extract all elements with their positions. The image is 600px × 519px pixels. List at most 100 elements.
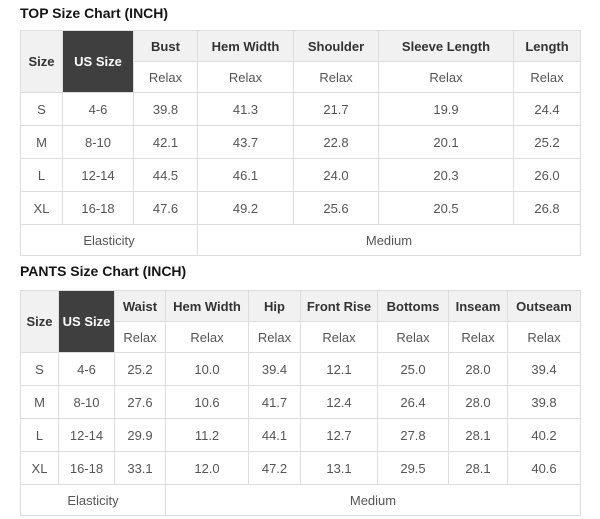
value-cell: 28.1 (448, 418, 508, 452)
fit-cell: Relax (133, 61, 198, 93)
us-size-cell: 12-14 (62, 158, 134, 192)
value-cell: 20.1 (378, 125, 514, 159)
top-chart-title: TOP Size Chart (INCH) (20, 5, 169, 21)
value-cell: 11.2 (165, 418, 249, 452)
fit-cell: Relax (377, 321, 449, 353)
value-cell: 43.7 (197, 125, 294, 159)
elasticity-row: Elasticity Medium (20, 484, 581, 516)
value-cell: 12.1 (300, 352, 378, 386)
value-cell: 47.6 (133, 191, 198, 225)
pants-size-table: Size US Size Waist Hem Width Hip Front R… (20, 290, 581, 516)
table-row: S 4-6 39.8 41.3 21.7 19.9 24.4 (20, 92, 581, 126)
value-cell: 29.9 (114, 418, 166, 452)
table-row: L 12-14 44.5 46.1 24.0 20.3 26.0 (20, 158, 581, 192)
value-cell: 25.0 (377, 352, 449, 386)
size-cell: S (20, 92, 63, 126)
value-cell: 24.0 (293, 158, 379, 192)
value-cell: 19.9 (378, 92, 514, 126)
value-cell: 12.4 (300, 385, 378, 419)
value-cell: 39.4 (507, 352, 581, 386)
us-size-cell: 4-6 (58, 352, 115, 386)
value-cell: 20.3 (378, 158, 514, 192)
size-cell: S (20, 352, 59, 386)
us-size-cell: 8-10 (58, 385, 115, 419)
us-size-cell: 4-6 (62, 92, 134, 126)
value-cell: 27.6 (114, 385, 166, 419)
value-cell: 28.1 (448, 451, 508, 485)
top-size-table: Size US Size Bust Hem Width Shoulder Sle… (20, 30, 581, 256)
column-header-front-rise: Front Rise (300, 290, 378, 322)
header-cell-size: Size (20, 30, 63, 93)
fit-cell: Relax (114, 321, 166, 353)
value-cell: 44.1 (248, 418, 301, 452)
value-cell: 10.6 (165, 385, 249, 419)
value-cell: 47.2 (248, 451, 301, 485)
column-header-length: Length (513, 30, 581, 62)
value-cell: 22.8 (293, 125, 379, 159)
value-cell: 27.8 (377, 418, 449, 452)
value-cell: 13.1 (300, 451, 378, 485)
column-header-hip: Hip (248, 290, 301, 322)
column-header-sleeve-length: Sleeve Length (378, 30, 514, 62)
column-header-shoulder: Shoulder (293, 30, 379, 62)
value-cell: 12.7 (300, 418, 378, 452)
column-header-outseam: Outseam (507, 290, 581, 322)
size-cell: M (20, 385, 59, 419)
value-cell: 39.8 (133, 92, 198, 126)
us-size-cell: 12-14 (58, 418, 115, 452)
value-cell: 39.4 (248, 352, 301, 386)
fit-cell: Relax (248, 321, 301, 353)
value-cell: 25.2 (513, 125, 581, 159)
elasticity-value: Medium (197, 224, 581, 256)
value-cell: 40.6 (507, 451, 581, 485)
value-cell: 25.6 (293, 191, 379, 225)
value-cell: 28.0 (448, 352, 508, 386)
value-cell: 12.0 (165, 451, 249, 485)
size-cell: L (20, 418, 59, 452)
value-cell: 44.5 (133, 158, 198, 192)
value-cell: 39.8 (507, 385, 581, 419)
header-cell-size: Size (20, 290, 59, 353)
value-cell: 26.8 (513, 191, 581, 225)
size-cell: XL (20, 191, 63, 225)
table-row: XL 16-18 47.6 49.2 25.6 20.5 26.8 (20, 191, 581, 225)
table-row: XL 16-18 33.1 12.0 47.2 13.1 29.5 28.1 40.6 (20, 451, 581, 485)
pants-chart-title: PANTS Size Chart (INCH) (20, 263, 187, 279)
value-cell: 26.4 (377, 385, 449, 419)
us-size-cell: 16-18 (62, 191, 134, 225)
fit-cell: Relax (513, 61, 581, 93)
elasticity-label: Elasticity (20, 484, 166, 516)
elasticity-label: Elasticity (20, 224, 198, 256)
table-row: M 8-10 42.1 43.7 22.8 20.1 25.2 (20, 125, 581, 159)
table-row: S 4-6 25.2 10.0 39.4 12.1 25.0 28.0 39.4 (20, 352, 581, 386)
header-cell-us-size: US Size (58, 290, 115, 353)
elasticity-value: Medium (165, 484, 581, 516)
fit-row: Relax Relax Relax Relax Relax (21, 61, 581, 93)
fit-cell: Relax (293, 61, 379, 93)
value-cell: 41.3 (197, 92, 294, 126)
column-header-hem-width: Hem Width (165, 290, 249, 322)
column-header-waist: Waist (114, 290, 166, 322)
fit-cell: Relax (197, 61, 294, 93)
value-cell: 29.5 (377, 451, 449, 485)
value-cell: 24.4 (513, 92, 581, 126)
fit-cell: Relax (300, 321, 378, 353)
fit-cell: Relax (507, 321, 581, 353)
value-cell: 33.1 (114, 451, 166, 485)
size-cell: L (20, 158, 63, 192)
column-header-bottoms: Bottoms (377, 290, 449, 322)
header-cell-us-size: US Size (62, 30, 134, 93)
value-cell: 46.1 (197, 158, 294, 192)
value-cell: 28.0 (448, 385, 508, 419)
value-cell: 20.5 (378, 191, 514, 225)
fit-cell: Relax (378, 61, 514, 93)
header-row: Size US Size Waist Hem Width Hip Front R… (20, 290, 581, 353)
header-row: Size US Size Bust Hem Width Shoulder Sle… (20, 30, 581, 93)
value-cell: 41.7 (248, 385, 301, 419)
column-header-hem-width: Hem Width (197, 30, 294, 62)
column-header-bust: Bust (133, 30, 198, 62)
value-cell: 40.2 (507, 418, 581, 452)
value-cell: 21.7 (293, 92, 379, 126)
value-cell: 10.0 (165, 352, 249, 386)
value-cell: 25.2 (114, 352, 166, 386)
